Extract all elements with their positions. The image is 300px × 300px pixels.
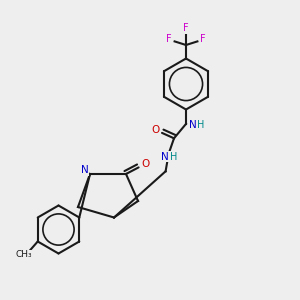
Text: N: N (189, 120, 196, 130)
Text: H: H (197, 120, 204, 130)
Text: F: F (200, 34, 206, 44)
Text: F: F (183, 23, 189, 33)
Text: F: F (167, 34, 172, 44)
Text: CH₃: CH₃ (16, 250, 32, 259)
Text: H: H (170, 152, 177, 162)
Text: N: N (161, 152, 169, 162)
Text: N: N (81, 165, 88, 176)
Text: O: O (151, 125, 160, 135)
Text: O: O (141, 159, 149, 170)
